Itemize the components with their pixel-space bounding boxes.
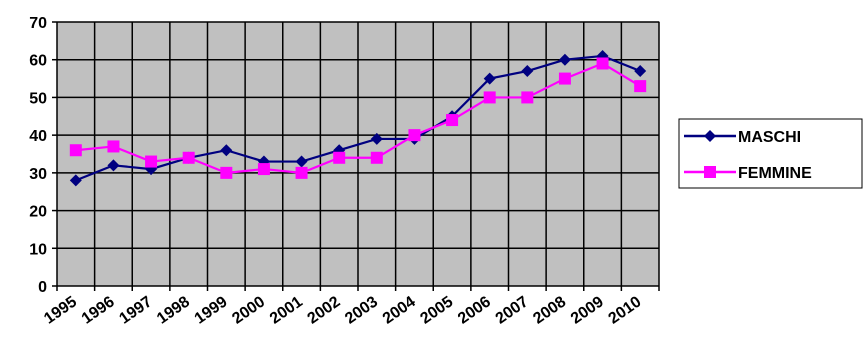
y-tick-label: 0 xyxy=(38,279,47,296)
data-point xyxy=(257,163,270,176)
legend-label: MASCHI xyxy=(738,129,801,146)
data-point xyxy=(634,80,647,93)
data-point xyxy=(521,65,534,78)
legend: MASCHI FEMMINE xyxy=(678,118,863,189)
data-point xyxy=(107,140,120,153)
x-tick-label: 1998 xyxy=(154,293,193,327)
grid-lines xyxy=(52,21,660,291)
data-point xyxy=(483,72,496,85)
x-tick-label: 2004 xyxy=(380,293,419,327)
x-tick-label: 2007 xyxy=(493,293,532,327)
data-point xyxy=(295,155,308,168)
y-tick-label: 60 xyxy=(29,53,47,70)
data-point xyxy=(107,159,120,172)
series-line xyxy=(75,54,641,182)
data-point xyxy=(145,155,158,168)
legend-label: FEMMINE xyxy=(738,165,812,182)
data-point xyxy=(220,144,233,157)
data-point xyxy=(295,166,308,179)
data-point xyxy=(558,72,571,85)
series-group xyxy=(69,49,647,187)
x-tick-label: 2009 xyxy=(568,293,607,327)
x-tick-label: 2010 xyxy=(606,293,645,327)
x-tick-label: 2001 xyxy=(267,293,306,327)
data-point xyxy=(69,144,82,157)
x-axis-ticks: 1995199619971998199920002001200220032004… xyxy=(41,293,644,327)
data-point xyxy=(558,53,571,66)
data-point xyxy=(182,151,195,164)
x-tick-label: 1997 xyxy=(116,293,155,327)
data-point xyxy=(370,132,383,145)
x-tick-label: 1999 xyxy=(192,293,231,327)
series-femmine xyxy=(69,57,647,179)
y-tick-label: 30 xyxy=(29,166,47,183)
data-point xyxy=(483,91,496,104)
x-tick-label: 2005 xyxy=(417,293,456,327)
x-tick-label: 1995 xyxy=(41,293,80,327)
x-tick-label: 2003 xyxy=(342,293,381,327)
series-line xyxy=(75,62,641,174)
x-tick-label: 2002 xyxy=(305,293,344,327)
legend-item-femmine: FEMMINE xyxy=(684,165,812,182)
data-point xyxy=(220,166,233,179)
legend-marker xyxy=(704,130,716,142)
legend-item-maschi: MASCHI xyxy=(684,129,801,146)
x-tick-label: 2000 xyxy=(229,293,268,327)
x-tick-label: 2006 xyxy=(455,293,494,327)
y-tick-label: 50 xyxy=(29,90,47,107)
x-tick-label: 2008 xyxy=(530,293,569,327)
data-point xyxy=(408,129,421,142)
data-point xyxy=(634,65,647,78)
legend-marker xyxy=(704,166,716,178)
y-tick-label: 70 xyxy=(29,15,47,32)
data-point xyxy=(596,57,609,70)
y-tick-label: 10 xyxy=(29,241,47,258)
data-point xyxy=(333,151,346,164)
data-point xyxy=(446,114,459,127)
y-axis-ticks: 0 10 20 30 40 50 60 70 xyxy=(29,15,47,296)
y-tick-label: 20 xyxy=(29,204,47,221)
data-point xyxy=(370,151,383,164)
data-point xyxy=(521,91,534,104)
data-point xyxy=(69,174,82,187)
y-tick-label: 40 xyxy=(29,128,47,145)
x-tick-label: 1996 xyxy=(79,293,118,327)
